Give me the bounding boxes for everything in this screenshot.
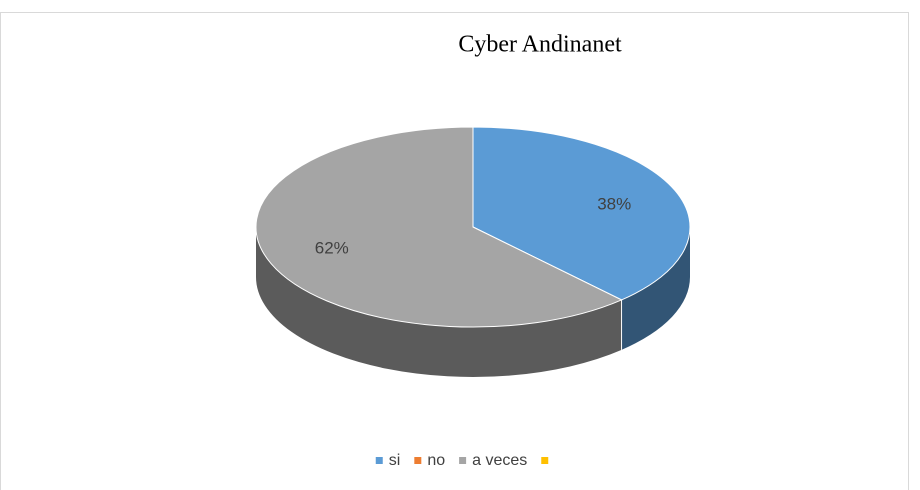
pie: 38% 62%: [255, 126, 691, 377]
slice: [472, 126, 691, 301]
legend-label: a veces: [472, 452, 527, 469]
data-label: 38%: [597, 194, 631, 213]
slice-side: [256, 227, 622, 377]
slice-side: [621, 227, 690, 350]
legend-label: no: [427, 452, 445, 469]
legend-label: si: [389, 452, 401, 469]
legend: si no a veces: [375, 452, 549, 469]
legend-swatch: [459, 457, 467, 464]
chart-title: Cyber Andinanet: [458, 32, 622, 58]
data-label: 62%: [315, 239, 349, 258]
legend-swatch: [375, 457, 383, 464]
slice: [255, 126, 623, 328]
legend-swatch: [414, 457, 422, 464]
legend-swatch: [541, 457, 549, 464]
